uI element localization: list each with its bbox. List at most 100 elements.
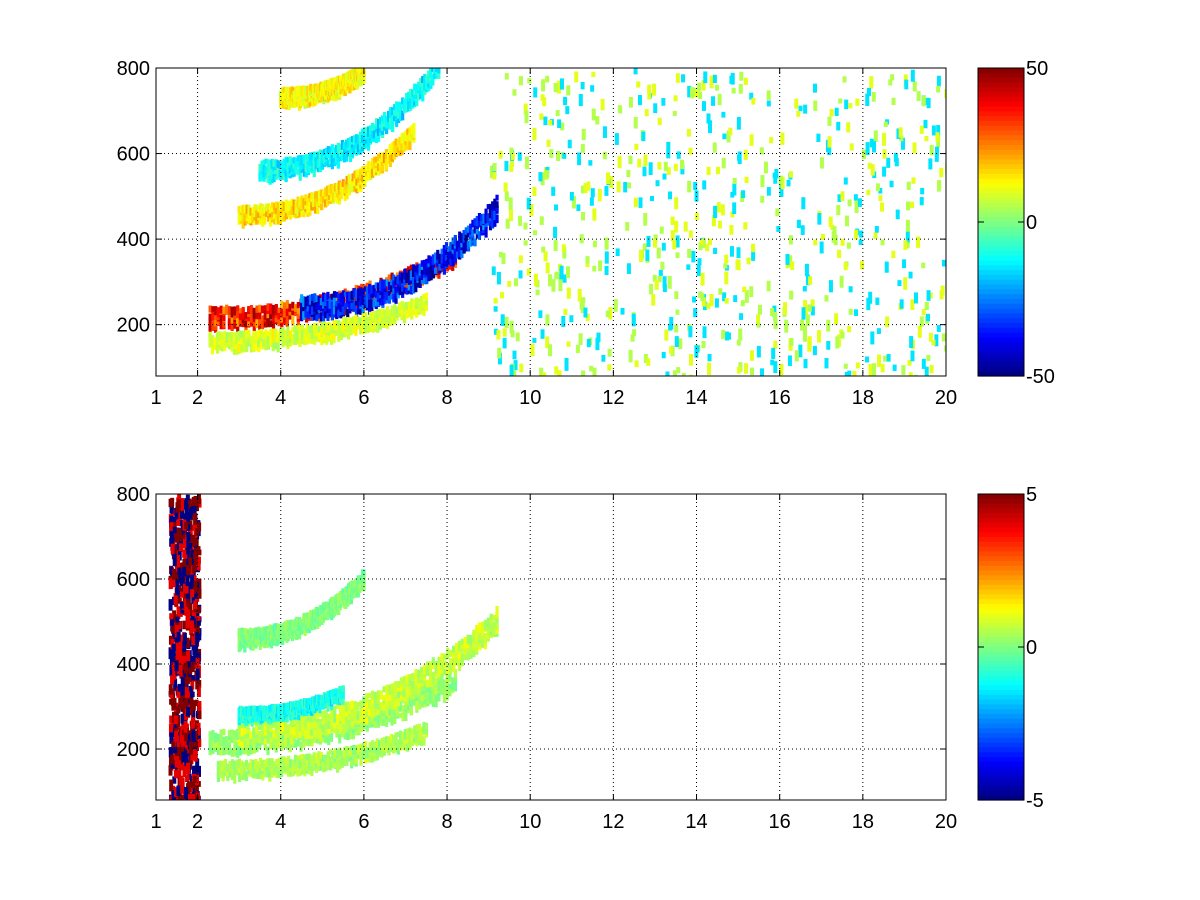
heatmap-cell: [294, 166, 298, 172]
heatmap-cell: [310, 756, 314, 767]
heatmap-cell: [326, 755, 330, 764]
heatmap-cell: [237, 732, 241, 738]
heatmap-cell: [318, 155, 322, 163]
heatmap-cell: [260, 172, 264, 181]
heatmap-cell: [284, 210, 288, 220]
heatmap-cell: [227, 729, 232, 737]
heatmap-cell: [732, 177, 737, 185]
heatmap-cell: [286, 331, 290, 341]
heatmap-cell: [454, 650, 459, 658]
heatmap-cell: [302, 739, 306, 748]
heatmap-cell: [427, 81, 431, 88]
heatmap-cell: [409, 705, 413, 716]
heatmap-cell: [460, 643, 464, 649]
heatmap-cell: [225, 332, 229, 343]
heatmap-cell: [257, 335, 261, 342]
heatmap-cell: [669, 346, 674, 354]
heatmap-cell: [362, 133, 367, 143]
heatmap-cell: [944, 345, 946, 352]
heatmap-cell: [504, 316, 509, 329]
heatmap-cell: [435, 73, 439, 79]
heatmap-cell: [258, 309, 262, 320]
heatmap-cell: [498, 150, 503, 159]
heatmap-cell: [846, 122, 851, 133]
heatmap-cell: [339, 714, 343, 722]
heatmap-cell: [339, 292, 343, 302]
heatmap-cell: [395, 101, 399, 111]
heatmap-cell: [701, 297, 706, 307]
heatmap-cell: [407, 301, 411, 307]
heatmap-cell: [298, 332, 302, 339]
heatmap-cell: [827, 136, 832, 148]
heatmap-cell: [338, 143, 343, 150]
heatmap-cell: [444, 257, 449, 267]
heatmap-cell: [339, 182, 343, 193]
heatmap-cell: [529, 203, 534, 216]
heatmap-cell: [332, 304, 337, 315]
heatmap-cell: [407, 100, 411, 112]
heatmap-cell: [431, 657, 435, 665]
heatmap-cell: [293, 304, 298, 312]
heatmap-cell: [208, 731, 212, 742]
heatmap-cell: [257, 730, 262, 740]
heatmap-cell: [700, 292, 705, 301]
heatmap-cell: [778, 175, 783, 186]
heatmap-cell: [449, 257, 453, 267]
x-tick-label: 2: [192, 387, 203, 409]
heatmap-cell: [307, 96, 311, 108]
heatmap-cell: [359, 317, 363, 325]
heatmap-cell: [211, 729, 215, 741]
heatmap-cell: [376, 318, 380, 328]
heatmap-cell: [218, 331, 222, 342]
heatmap-cell: [566, 287, 571, 299]
heatmap-cell: [264, 158, 268, 164]
heatmap-cell: [420, 671, 424, 680]
heatmap-cell: [458, 231, 462, 238]
heatmap-cell: [228, 767, 232, 778]
heatmap-cell: [420, 666, 424, 674]
heatmap-cell: [239, 205, 243, 213]
heatmap-cell: [713, 247, 718, 255]
heatmap-cell: [857, 198, 862, 207]
heatmap-cell: [394, 681, 398, 687]
heatmap-cell: [357, 173, 361, 184]
heatmap-cell: [228, 760, 232, 769]
heatmap-cell: [230, 316, 234, 324]
heatmap-cell: [277, 758, 281, 769]
heatmap-cell: [464, 227, 468, 235]
heatmap-cell: [368, 692, 372, 699]
heatmap-cell: [376, 133, 381, 142]
heatmap-cell: [429, 692, 433, 704]
heatmap-cell: [296, 768, 300, 777]
heatmap-cell: [408, 127, 412, 133]
heatmap-cell: [398, 302, 402, 309]
heatmap-cell: [261, 759, 265, 769]
heatmap-cell: [672, 110, 677, 116]
heatmap-cell: [313, 337, 317, 345]
heatmap-cell: [419, 302, 424, 309]
heatmap-cell: [649, 283, 654, 295]
heatmap-cell: [749, 286, 754, 297]
heatmap-cell: [440, 682, 444, 693]
heatmap-cell: [872, 141, 877, 153]
heatmap-cell: [604, 186, 609, 196]
heatmap-cell: [277, 319, 281, 327]
heatmap-cell: [420, 268, 424, 275]
heatmap-cell: [308, 294, 313, 305]
heatmap-cell: [253, 204, 257, 213]
heatmap-cell: [211, 306, 215, 312]
heatmap-cell: [271, 744, 276, 750]
heatmap-cell: [410, 135, 414, 142]
heatmap-cell: [418, 263, 422, 274]
heatmap-cell: [376, 282, 381, 293]
heatmap-cell: [802, 285, 807, 292]
heatmap-cell: [341, 711, 346, 722]
heatmap-cell: [359, 295, 363, 306]
colorbar-segment: [978, 318, 1024, 324]
heatmap-cell: [819, 157, 824, 169]
heatmap-cell: [353, 716, 357, 724]
heatmap-cells: [208, 68, 946, 376]
heatmap-cell: [282, 315, 287, 324]
heatmap-cell: [285, 743, 289, 750]
heatmap-cell: [840, 191, 845, 201]
